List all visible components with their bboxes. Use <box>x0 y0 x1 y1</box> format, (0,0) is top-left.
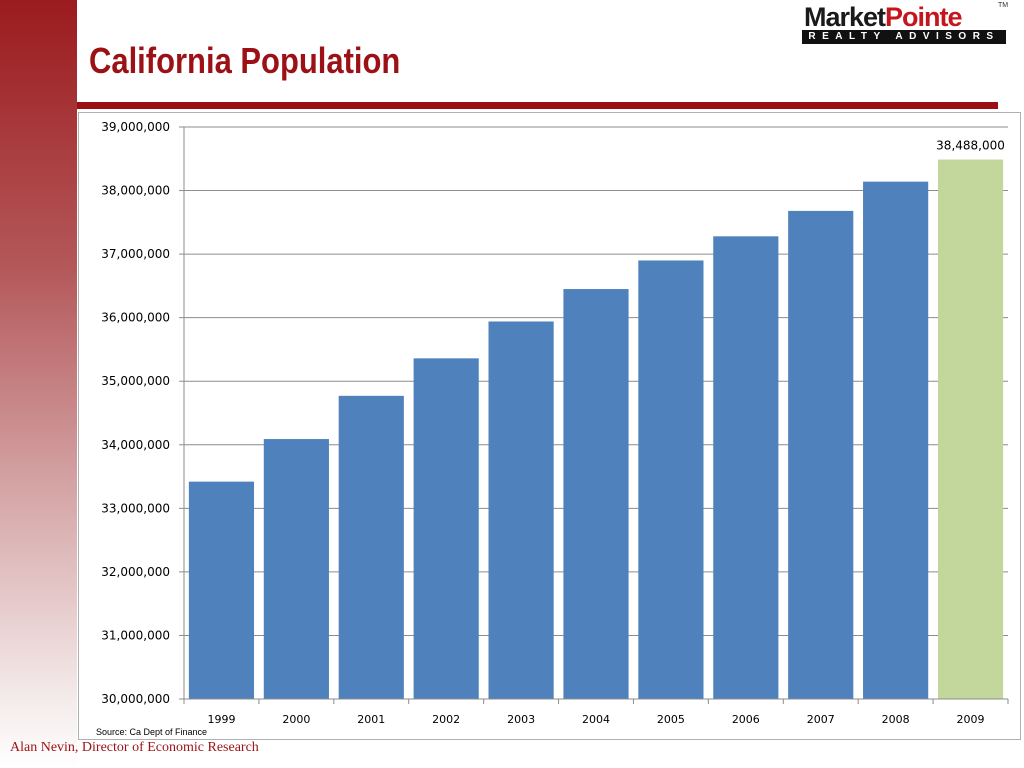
y-tick-label: 30,000,000 <box>101 692 170 706</box>
logo-wordmark-market: Market <box>804 2 886 32</box>
bar-2006 <box>713 236 779 699</box>
x-tick-label: 2005 <box>657 713 685 726</box>
y-tick-label: 35,000,000 <box>101 374 170 388</box>
x-tick-label: 2009 <box>957 713 985 726</box>
y-tick-label: 32,000,000 <box>101 565 170 579</box>
footer-author: Alan Nevin, Director of Economic Researc… <box>10 740 259 755</box>
logo-wordmark-pointe: Pointe <box>885 2 963 32</box>
x-tick-label: 2000 <box>282 713 310 726</box>
x-tick-label: 1999 <box>207 713 235 726</box>
bar-2007 <box>788 210 854 700</box>
bar-2003 <box>488 321 554 699</box>
y-tick-label: 36,000,000 <box>101 311 170 325</box>
bar-2005 <box>638 260 704 699</box>
bar-2009 <box>937 159 1004 699</box>
data-label: 38,488,000 <box>936 139 1005 153</box>
x-tick-label: 2004 <box>582 713 610 726</box>
chart-source-note: Source: Ca Dept of Finance <box>96 727 208 737</box>
side-gradient-band <box>0 0 77 768</box>
bar-2001 <box>338 395 404 699</box>
y-tick-label: 34,000,000 <box>101 438 170 452</box>
bar-2000 <box>263 439 329 699</box>
x-tick-label: 2006 <box>732 713 760 726</box>
x-tick-label: 2008 <box>882 713 910 726</box>
y-tick-label: 38,000,000 <box>101 184 170 198</box>
y-tick-label: 37,000,000 <box>101 247 170 261</box>
bar-1999 <box>188 481 255 699</box>
logo-wordmark: MarketPointe <box>804 2 963 32</box>
logo-trademark: TM <box>998 2 1009 9</box>
header-rule <box>77 102 998 109</box>
x-tick-label: 2001 <box>357 713 385 726</box>
bar-2004 <box>563 289 629 699</box>
x-tick-label: 2003 <box>507 713 535 726</box>
company-logo: MarketPointe TM REALTY ADVISORS <box>800 0 1010 48</box>
bar-2002 <box>413 358 479 699</box>
x-tick-label: 2007 <box>807 713 835 726</box>
page-title: California Population <box>89 40 401 81</box>
logo-tagline: REALTY ADVISORS <box>802 30 1006 44</box>
x-tick-label: 2002 <box>432 713 460 726</box>
y-tick-label: 33,000,000 <box>101 501 170 515</box>
y-tick-label: 31,000,000 <box>101 628 170 642</box>
bar-2008 <box>863 181 929 699</box>
y-tick-label: 39,000,000 <box>101 120 170 134</box>
